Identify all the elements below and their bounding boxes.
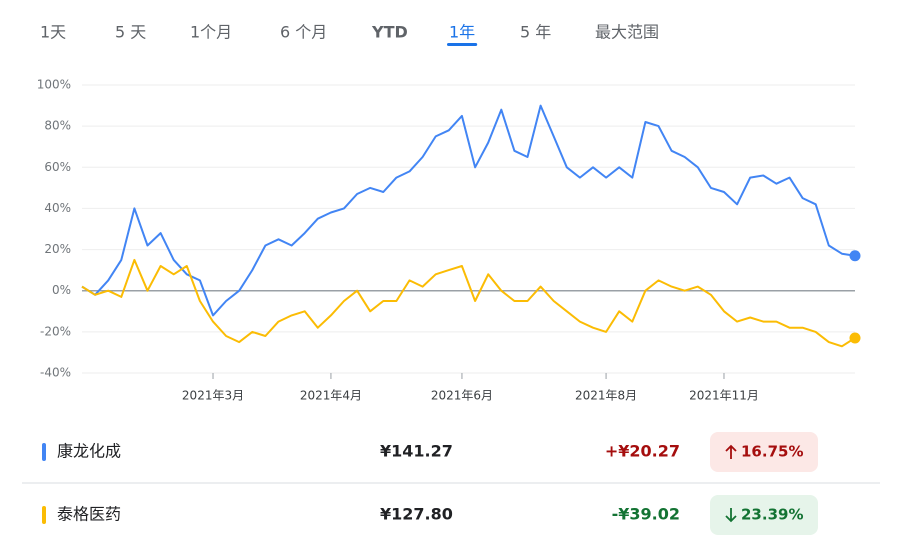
- y-tick-label: -20%: [40, 324, 71, 338]
- x-tick-label: 2021年6月: [431, 389, 493, 403]
- series-swatch: [42, 443, 46, 461]
- stock-price: ¥141.27: [380, 442, 453, 461]
- change-badge: [710, 432, 818, 472]
- end-dot: [849, 332, 861, 344]
- y-tick-label: 60%: [44, 160, 71, 174]
- range-tab[interactable]: 5 年: [520, 23, 551, 42]
- range-tab[interactable]: YTD: [371, 23, 408, 42]
- price-change: -¥39.02: [612, 505, 680, 524]
- series-line: [81, 258, 856, 348]
- x-tick-label: 2021年4月: [300, 389, 362, 403]
- y-tick-label: -40%: [40, 366, 71, 380]
- stock-price: ¥127.80: [380, 505, 453, 524]
- stock-name[interactable]: 泰格医药: [57, 505, 121, 524]
- range-tab[interactable]: 1个月: [190, 23, 232, 42]
- direction-arrow: [725, 508, 737, 523]
- y-tick-label: 40%: [44, 201, 71, 215]
- series-line: [81, 104, 856, 317]
- x-tick-label: 2021年11月: [689, 389, 759, 403]
- change-percent: 16.75%: [741, 443, 803, 461]
- y-tick-label: 80%: [44, 119, 71, 133]
- y-tick-label: 0%: [52, 283, 71, 297]
- x-tick-label: 2021年3月: [182, 389, 244, 403]
- range-tab[interactable]: 6 个月: [280, 23, 327, 42]
- series-swatch: [42, 506, 46, 524]
- change-badge: [710, 495, 818, 535]
- stock-name[interactable]: 康龙化成: [57, 442, 121, 461]
- y-tick-label: 100%: [37, 78, 71, 92]
- x-tick-label: 2021年8月: [575, 389, 637, 403]
- direction-arrow: [725, 444, 737, 459]
- change-percent: 23.39%: [741, 506, 803, 524]
- range-tab[interactable]: 1年: [449, 23, 475, 42]
- y-tick-label: 20%: [44, 242, 71, 256]
- price-change: +¥20.27: [605, 442, 680, 461]
- tab-underline: [447, 43, 478, 46]
- range-tab[interactable]: 最大范围: [595, 23, 659, 42]
- end-dot: [849, 250, 861, 262]
- range-tab[interactable]: 1天: [40, 23, 66, 42]
- range-tab[interactable]: 5 天: [115, 23, 146, 42]
